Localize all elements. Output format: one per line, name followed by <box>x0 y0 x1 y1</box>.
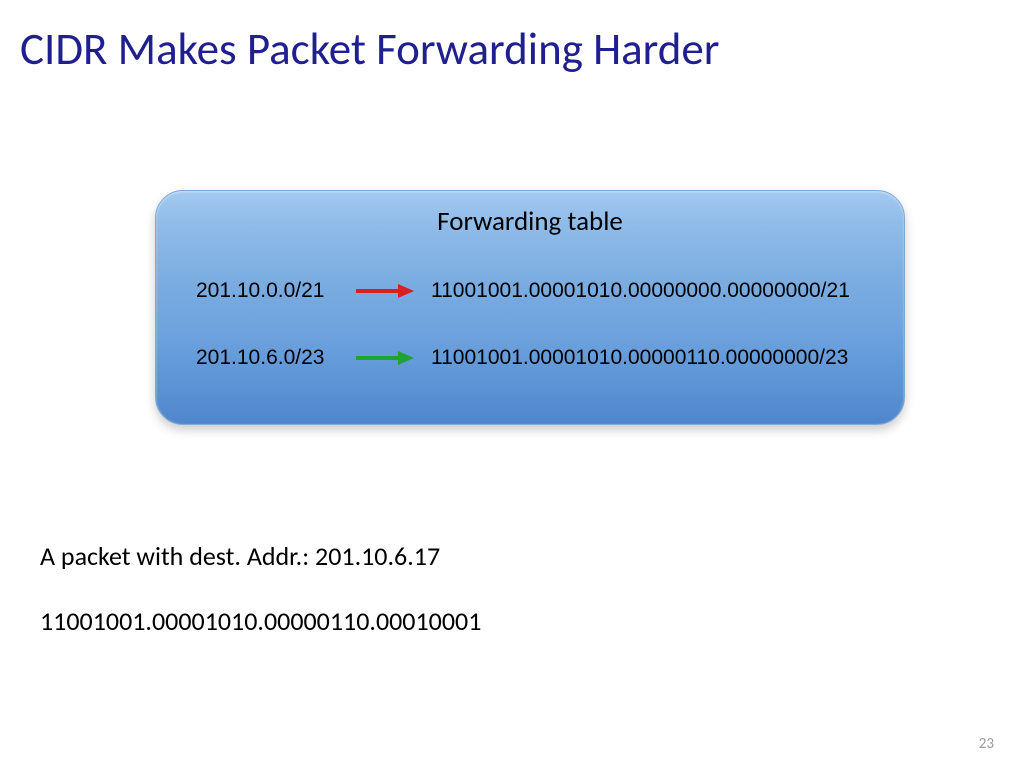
table-row: 201.10.6.0/23 11001001.00001010.00000110… <box>196 346 874 370</box>
packet-binary-text: 11001001.00001010.00000110.00010001 <box>40 605 481 637</box>
table-row: 201.10.0.0/21 11001001.00001010.00000000… <box>196 279 874 303</box>
arrow-icon <box>346 349 421 367</box>
forwarding-table-box: Forwarding table 201.10.0.0/21 11001001.… <box>155 190 905 425</box>
cidr-value: 201.10.6.0/23 <box>196 346 346 370</box>
binary-value: 11001001.00001010.00000110.00000000/23 <box>421 346 874 370</box>
cidr-value: 201.10.0.0/21 <box>196 279 346 303</box>
packet-dest-text: A packet with dest. Addr.: 201.10.6.17 <box>40 540 440 572</box>
page-title: CIDR Makes Packet Forwarding Harder <box>20 22 1004 77</box>
binary-value: 11001001.00001010.00000000.00000000/21 <box>421 279 874 303</box>
arrow-icon <box>346 282 421 300</box>
page-number: 23 <box>979 735 994 753</box>
forwarding-table-title: Forwarding table <box>156 205 904 238</box>
